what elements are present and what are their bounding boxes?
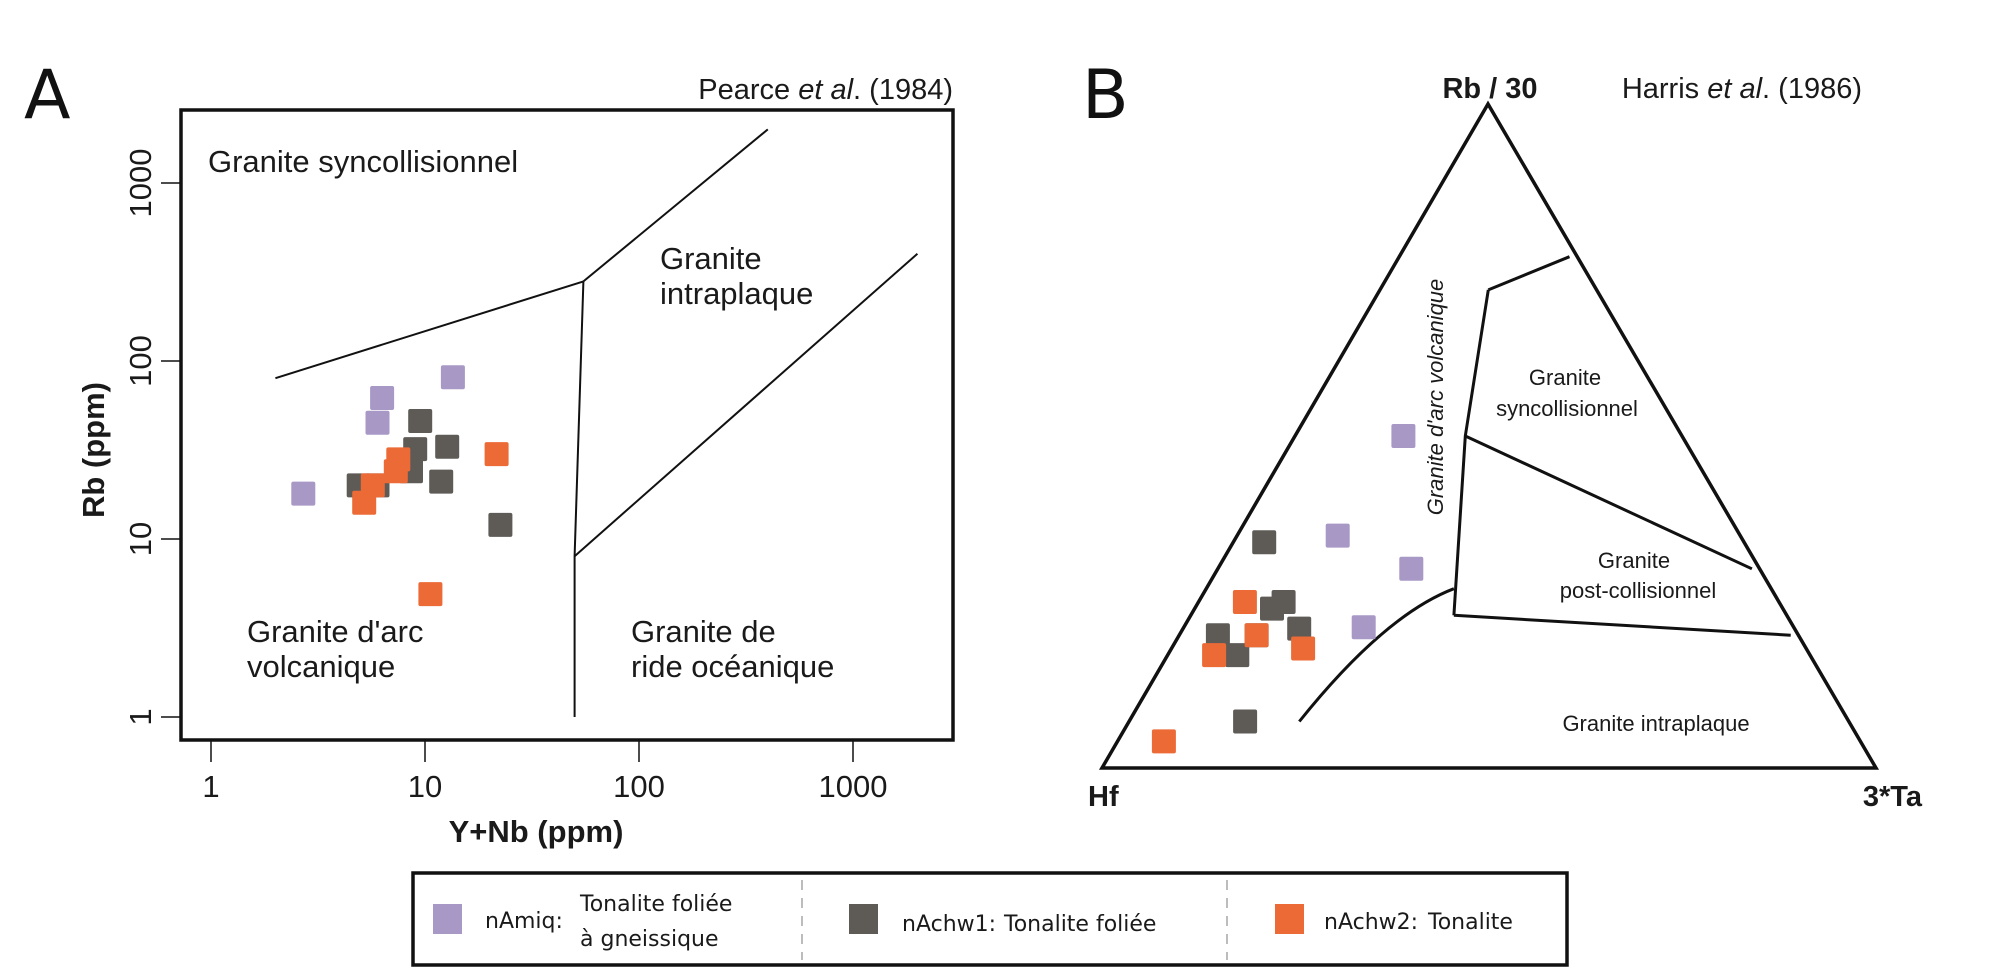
panel-b-ref-year: . (1986) [1762,73,1862,105]
boundary-line-intraplaque-ridge [573,253,919,557]
apex-label-3ta: 3*Ta [1863,781,1923,813]
panel-a-ref-year: . (1984) [853,74,953,106]
legend-item-nachw2: nAchw2: Tonalite [1275,904,1513,935]
data-point-nachw2 [352,490,377,515]
legend-item-nachw1: nAchw1: Tonalite foliée [849,904,1156,937]
data-point-nachw2 [383,459,408,484]
x-tick-label: 100 [613,769,665,804]
data-point-nachw1 [1233,709,1258,734]
x-tick-label: 1000 [819,769,888,804]
boundary-line-syncoll-arc [275,280,584,380]
data-point-nachw1 [429,469,454,494]
panel-a-letter: A [24,56,71,135]
data-point-nachw1 [1260,596,1284,621]
boundary-line-post-intraplaque [1453,613,1791,637]
x-axis-title: Y+Nb (ppm) [449,814,624,849]
data-point-nachw1 [435,434,460,459]
data-point-nachw2 [1232,590,1257,614]
y-tick-label: 1 [123,708,158,725]
data-point-namiq [1391,424,1416,448]
panel-b: B Rb / 30 Harris et al. (1986) Granite d… [1082,56,1923,813]
boundary-line-syncoll-post [1464,434,1753,571]
apex-label-rb30: Rb / 30 [1442,73,1537,105]
boundary-line-syncoll-top [1487,255,1571,292]
data-point-nachw1 [1287,616,1312,641]
panel-b-ref-author: Harris [1622,73,1699,105]
panel-b-reference: Harris et al. (1986) [1622,73,1862,105]
panel-a: A Pearce et al. (1984) 1 10 100 10001101001… [24,56,955,849]
legend-code-nachw2: nAchw2: [1324,910,1418,935]
ternary-frame [1098,100,1880,770]
region-label-ride-1: Granite de [631,614,776,649]
legend-item-namiq: nAmiq: Tonalite foliée à gneissique [433,892,732,952]
data-point-nachw1 [408,409,433,433]
data-point-namiq [440,365,465,390]
legend-swatch-nachw1 [849,904,878,934]
panel-a-points [291,365,513,607]
legend-swatch-nachw2 [1275,904,1304,934]
data-point-nachw2 [1244,623,1269,648]
legend-swatch-namiq [433,904,462,934]
data-point-nachw2 [1291,636,1316,661]
panel-a-ref-etal: et al [798,74,854,106]
data-point-nachw1 [1252,530,1277,555]
boundary-line-volcanic-arc-limit [1452,289,1490,616]
y-tick-label: 1000 [123,149,158,218]
data-point-nachw1 [1225,643,1250,668]
panel-a-ticks: 1 10 100 1000 1 10 100 1000 [123,149,887,804]
data-point-nachw2 [1151,729,1176,754]
y-tick-label: 10 [123,522,158,556]
legend-desc-namiq-2: à gneissique [580,927,719,952]
data-point-nachw2 [418,582,443,607]
panel-b-points [1151,424,1424,754]
panel-a-plot-frame [179,108,955,742]
boundary-line-syncoll-intraplaque [582,128,769,283]
region-label-post-1: Granite [1598,548,1670,573]
legend-desc-nachw2: Tonalite [1427,910,1513,935]
data-point-nachw1 [488,512,513,537]
data-point-nachw1 [1205,623,1230,648]
region-label-intraplaque: Granite intraplaque [1562,711,1749,736]
region-label-intraplaque-1: Granite [660,241,762,276]
legend-code-namiq: nAmiq: [485,909,563,934]
legend: nAmiq: Tonalite foliée à gneissique nAch… [411,871,1569,967]
region-label-ride-2: ride océanique [631,649,834,684]
legend-desc-nachw1: Tonalite foliée [1003,912,1156,937]
panel-b-letter: B [1082,56,1129,135]
panel-a-reference: Pearce et al. (1984) [698,74,953,106]
region-label-syncoll-1: Granite [1529,365,1601,390]
region-label-arc-volcanique: Granite d'arc volcanique [1423,279,1448,516]
region-label-post-2: post-collisionnel [1560,578,1717,603]
panel-b-ref-etal: et al [1707,73,1763,105]
data-point-namiq [365,410,390,435]
x-tick-label: 1 [202,769,219,804]
apex-label-hf: Hf [1088,781,1119,813]
panel-a-ref-author: Pearce [698,74,790,106]
region-label-syncoll-2: syncollisionnel [1496,396,1638,421]
data-point-nachw2 [1202,643,1227,668]
data-point-namiq [1351,615,1376,640]
data-point-nachw2 [484,442,509,467]
legend-frame [411,871,1569,967]
boundary-line-arc-ridge [573,281,585,717]
data-point-namiq [370,386,395,410]
region-label-syncollisionnel: Granite syncollisionnel [208,144,518,179]
panel-a-boundaries [275,128,919,717]
data-point-namiq [1399,556,1424,581]
panel-b-boundaries [1298,255,1791,723]
region-label-arc-1: Granite d'arc [247,614,424,649]
legend-desc-namiq-1: Tonalite foliée [579,892,732,917]
data-point-namiq [291,481,316,506]
legend-code-nachw1: nAchw1: [902,912,996,937]
x-tick-label: 10 [408,769,442,804]
y-tick-label: 100 [123,335,158,387]
y-axis-title: Rb (ppm) [76,382,111,518]
boundary-line-arc-intraplaque-curve [1298,587,1455,723]
region-label-intraplaque-2: intraplaque [660,276,813,311]
region-label-arc-2: volcanique [247,649,395,684]
data-point-namiq [1325,523,1350,548]
